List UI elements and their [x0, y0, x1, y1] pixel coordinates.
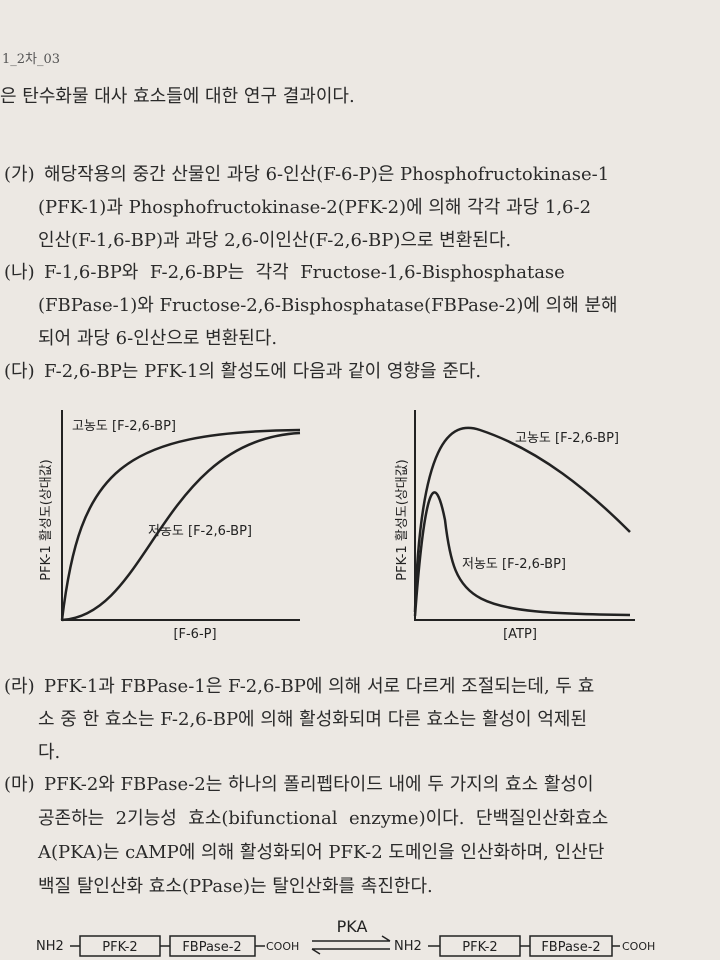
n-term: NH2: [394, 939, 422, 954]
y-label: PFK-1 활성도(상대값): [39, 459, 54, 580]
curve-low: [61, 431, 301, 622]
item-line: (FBPase-1)와 Fructose-2,6-Bisphosphatase(…: [38, 295, 618, 316]
n-term: NH2: [36, 939, 64, 954]
reaction-arrows: [311, 935, 391, 955]
item-line: 해당작용의 중간 산물인 과당 6-인산(F-6-P)은 Phosphofruc…: [44, 164, 610, 185]
item-line: (PFK-1)과 Phosphofructokinase-2(PFK-2)에 의…: [38, 197, 592, 218]
item-line: 다.: [38, 742, 61, 763]
x-label: [F-6-P]: [173, 627, 216, 642]
label-low: 저농도 [F-2,6-BP]: [462, 557, 566, 572]
enzyme-label: PKA: [337, 917, 368, 936]
item-line: 되어 과당 6-인산으로 변환된다.: [38, 328, 278, 349]
graph-right: 고농도 [F-2,6-BP] 저농도 [F-2,6-BP] PFK-1 활성도(…: [395, 410, 635, 642]
axes: [61, 410, 300, 621]
item-line: PFK-1과 FBPase-1은 F-2,6-BP에 의해 서로 다르게 조절되…: [44, 676, 595, 697]
axes: [414, 410, 635, 621]
y-label: PFK-1 활성도(상대값): [395, 459, 410, 580]
domain-label: FBPase-2: [541, 940, 600, 955]
item-line: 소 중 한 효소는 F-2,6-BP에 의해 활성화되며 다른 효소는 활성이 …: [38, 709, 588, 730]
domain-label: FBPase-2: [182, 940, 241, 955]
item-line: A(PKA)는 cAMP에 의해 활성화되어 PFK-2 도메인을 인산화하며,…: [38, 842, 605, 863]
item-label: (가): [4, 164, 35, 185]
page-code: 1_2차_03: [2, 52, 61, 67]
item-label: (다): [4, 361, 35, 382]
curve-high: [60, 428, 301, 621]
label-high: 고농도 [F-2,6-BP]: [515, 431, 619, 446]
item-line: F-2,6-BP는 PFK-1의 활성도에 다음과 같이 영향을 준다.: [44, 361, 482, 382]
curve-high: [413, 426, 631, 613]
c-term: COOH: [622, 940, 655, 953]
domain-box: [79, 935, 161, 957]
item-line: 백질 탈인산화 효소(PPase)는 탈인산화를 촉진한다.: [38, 876, 433, 897]
item-label: (나): [4, 262, 35, 283]
domain-diagram: NH2 PFK-2 FBPase-2 COOH PKA NH2 PFK-2 FB…: [36, 917, 655, 957]
domain-label: PFK-2: [462, 940, 497, 955]
item-line: 공존하는 2기능성 효소(bifunctional enzyme)이다. 단백질…: [38, 808, 609, 829]
item-label: (마): [4, 774, 35, 795]
domain-box: [529, 935, 613, 957]
domain-box: [169, 935, 256, 957]
curve-low: [413, 491, 631, 617]
label-high: 고농도 [F-2,6-BP]: [72, 419, 176, 434]
item-line: PFK-2와 FBPase-2는 하나의 폴리펩타이드 내에 두 가지의 효소 …: [44, 774, 594, 795]
c-term: COOH: [266, 940, 299, 953]
domain-box: [439, 935, 521, 957]
domain-label: PFK-2: [102, 940, 137, 955]
item-label: (라): [4, 676, 35, 697]
label-low: 저농도 [F-2,6-BP]: [148, 524, 252, 539]
intro: 은 탄수화물 대사 효소들에 대한 연구 결과이다.: [0, 86, 355, 107]
item-line: F-1,6-BP와 F-2,6-BP는 각각 Fructose-1,6-Bisp…: [44, 262, 565, 283]
graph-left: 고농도 [F-2,6-BP] 저농도 [F-2,6-BP] PFK-1 활성도(…: [39, 410, 301, 642]
item-line: 인산(F-1,6-BP)과 과당 2,6-이인산(F-2,6-BP)으로 변환된…: [38, 230, 512, 251]
x-label: [ATP]: [503, 627, 537, 642]
